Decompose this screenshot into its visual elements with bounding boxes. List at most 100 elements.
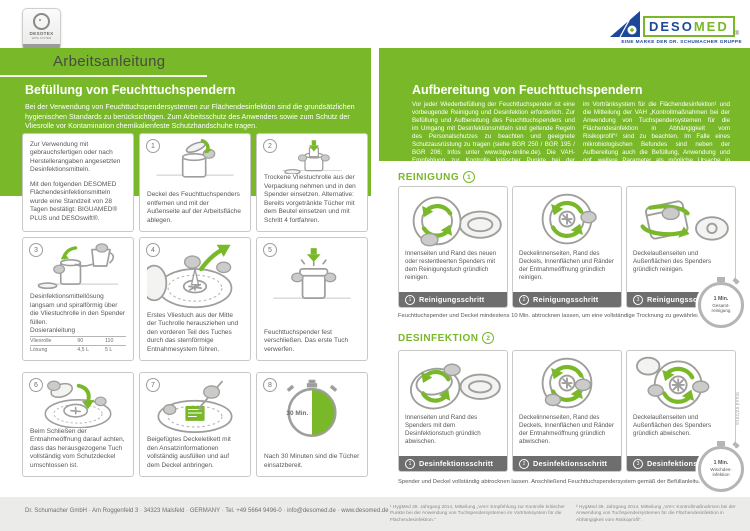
dosing-title: Dosieranleitung bbox=[30, 327, 76, 334]
dispenser-lid-icon bbox=[33, 13, 50, 30]
desinfektion-note: Spender und Deckel vollständig abtrockne… bbox=[398, 479, 729, 485]
step-card-1: 1 Deckel des Feuchttuchspenders entferne… bbox=[139, 133, 251, 232]
desinfektion-footer-1: 1 Desinfektionsschritt bbox=[399, 456, 507, 471]
intro-aufbereitung-col1: Vor jeder Wiederbefüllung der Feuchttuch… bbox=[412, 101, 575, 173]
illustration-disinfect-lid-inside bbox=[541, 357, 593, 409]
footer-number-icon: 3 bbox=[633, 294, 643, 305]
step-card-6: 6 Beim Schließen der Entnahmeöffnung dar… bbox=[22, 372, 134, 477]
step-caption-1: Deckel des Feuchttuchspenders entfernen … bbox=[147, 191, 241, 224]
step-card-5: 5 Feuchttuchspender fest verschließen. D… bbox=[256, 237, 368, 361]
note-p1: Zur Verwendung mit gebrauchsfertigen ode… bbox=[30, 141, 121, 174]
step-caption-7: Beigefügtes Deckeletikett mit den Ansatz… bbox=[147, 436, 231, 469]
step-card-2: 2 Trockene Vliestuchrolle aus der Verpac… bbox=[256, 133, 368, 232]
reinigung-card-2: Deckelinnenseiten, Rand des Deckels, Inn… bbox=[512, 186, 622, 308]
green-arrow-icon bbox=[76, 383, 91, 404]
rotate-arrow-icon bbox=[640, 224, 686, 237]
table-row: Lösung 4,5 L 5 L bbox=[30, 345, 126, 354]
step-number-8: 8 bbox=[263, 378, 277, 392]
reinigung-caption-1: Innenseiten und Rand des neuen oder rest… bbox=[405, 250, 497, 282]
illustration-clean-dispenser-inside bbox=[412, 196, 502, 247]
step-number-7: 7 bbox=[146, 378, 160, 392]
illustration-clean-lid-inside bbox=[541, 193, 597, 245]
section-title-befuellung: Befüllung von Feuchttuchspendern bbox=[25, 83, 236, 97]
title-underline bbox=[0, 75, 207, 77]
reinigung-card-3: Deckelaußenseiten und Außenflächen des S… bbox=[626, 186, 736, 308]
footer-number-icon: 2 bbox=[519, 458, 529, 469]
step-number-2: 2 bbox=[263, 139, 277, 153]
step-card-8: 8 30 Min. Nach 30 Minuten sind die Tüche… bbox=[256, 372, 368, 477]
note-p2: Mit den folgenden DESOMED Flächendesinfe… bbox=[30, 180, 118, 222]
heading-number-icon: 2 bbox=[482, 332, 495, 344]
illustration-disinfect-dispenser-outside bbox=[636, 356, 710, 410]
step-number-4: 4 bbox=[146, 243, 160, 257]
illustration-insert-roll bbox=[282, 140, 342, 175]
footer-number-icon: 1 bbox=[405, 458, 415, 469]
note-box: Zur Verwendung mit gebrauchsfertigen ode… bbox=[22, 133, 134, 232]
dosing-table: Vliesrolle 90 110 Lösung 4,5 L 5 L bbox=[30, 336, 126, 354]
illustration-clean-dispenser-outside bbox=[640, 200, 729, 241]
step-card-7: 7 Beigefügtes Deckeletikett mit den Ansa… bbox=[139, 372, 251, 477]
logo-tagline: EINE MARKE DER DR. SCHUMACHER GRUPPE bbox=[621, 39, 742, 44]
desinfektion-caption-1: Innenseiten und Rand des Spenders mit de… bbox=[405, 414, 481, 446]
reinigung-caption-2: Deckelinnenseiten, Rand des Deckels, Inn… bbox=[519, 250, 614, 282]
heading-desinfektion: DESINFEKTION 2 bbox=[398, 332, 495, 344]
timer-30-label: 30 Min. bbox=[286, 410, 308, 417]
illustration-disinfect-dispenser-inside bbox=[410, 363, 501, 410]
edition-code: Stand 02/2015 bbox=[735, 392, 740, 426]
illustration-fill-label bbox=[157, 380, 233, 434]
desinfektion-caption-2: Deckelinnenseiten, Rand des Deckels, Inn… bbox=[519, 414, 614, 446]
step-number-6: 6 bbox=[29, 378, 43, 392]
timer-badge-reinigung: 1 Min. Gesamt-reinigung bbox=[698, 277, 744, 328]
desinfektion-card-3: Deckelaußenseiten und Außenflächen des S… bbox=[626, 350, 736, 472]
desomed-logo: DESOMED ® EINE MARKE DER DR. SCHUMACHER … bbox=[610, 11, 742, 49]
heading-number-icon: 1 bbox=[463, 171, 476, 183]
desinfektion-caption-3: Deckelaußenseiten und Außenflächen des S… bbox=[633, 414, 712, 438]
reinigung-caption-3: Deckelaußenseiten und Außenflächen des S… bbox=[633, 250, 712, 274]
green-arrow-icon bbox=[310, 248, 317, 255]
reinigung-note: Feuchttuchspender und Deckel mindestens … bbox=[398, 313, 711, 319]
footnote-2: ² HygMed 39. Jahrgang 2014, Mitteilung „… bbox=[576, 505, 736, 523]
desotex-name: DESOTEX bbox=[29, 31, 54, 36]
desinfektion-card-1: Innenseiten und Rand des Spenders mit de… bbox=[398, 350, 508, 472]
company-address: Dr. Schumacher GmbH · Am Roggenfeld 3 · … bbox=[25, 508, 389, 514]
registered-mark: ® bbox=[734, 31, 740, 37]
desomed-wordmark: DESOMED bbox=[643, 16, 735, 37]
illustration-remove-lid bbox=[156, 139, 234, 178]
step-caption-4: Erstes Vliestuch aus der Mitte der Tuchr… bbox=[147, 311, 239, 353]
heading-reinigung: REINIGUNG 1 bbox=[398, 171, 476, 183]
illustration-pull-first-wipe bbox=[147, 244, 233, 309]
step-number-1: 1 bbox=[146, 139, 160, 153]
step-number-3: 3 bbox=[29, 243, 43, 257]
table-row: Vliesrolle 90 110 bbox=[30, 336, 126, 346]
green-band-right bbox=[379, 48, 750, 161]
intro-aufbereitung-col2: im Vortränksystem für die Flächendesinfe… bbox=[583, 101, 730, 173]
page-title: Arbeitsanleitung bbox=[53, 53, 166, 70]
timer-badge-desinfektion: 1 Min. Wischdes-infektion bbox=[698, 441, 744, 492]
intro-befuellung: Bei der Verwendung von Feuchttuchspender… bbox=[25, 102, 355, 131]
footnote-1: ¹ HygMed 39. Jahrgang 2014, Mitteilung „… bbox=[390, 505, 565, 523]
reinigung-card-1: Innenseiten und Rand des neuen oder rest… bbox=[398, 186, 508, 308]
illustration-close-opening bbox=[44, 380, 112, 428]
illustration-close-dispenser bbox=[273, 248, 351, 299]
step-card-4: 4 Erstes Vliestuch aus der Mitte der Tuc… bbox=[139, 237, 251, 361]
footer-number-icon: 3 bbox=[633, 458, 643, 469]
step-card-3: 3 Desinfektionsmittellösung langsam und … bbox=[22, 237, 134, 361]
step-caption-2: Trockene Vliestuchrolle aus der Verpacku… bbox=[264, 174, 356, 224]
step-caption-8: Nach 30 Minuten sind die Tücher einsatzb… bbox=[264, 453, 360, 469]
desotex-badge: DESOTEX WIPE SYSTEM bbox=[22, 8, 61, 51]
step-caption-5: Feuchttuchspender fest verschließen. Das… bbox=[264, 328, 349, 353]
green-arrow-icon bbox=[198, 247, 225, 272]
desotex-subline: WIPE SYSTEM bbox=[31, 36, 52, 40]
section-title-aufbereitung: Aufbereitung von Feuchttuchspendern bbox=[412, 83, 643, 97]
footer-strip bbox=[0, 497, 750, 531]
reinigung-footer-2: 2 Reinigungsschritt bbox=[513, 292, 621, 307]
step-caption-6: Beim Schließen der Entnahmeöffnung darau… bbox=[30, 427, 125, 469]
step-number-5: 5 bbox=[263, 243, 277, 257]
stopwatch-30min-icon: 30 Min. bbox=[286, 379, 338, 437]
desomed-triangle-icon bbox=[610, 11, 640, 37]
illustration-pour-solution bbox=[37, 243, 119, 289]
desinfektion-card-2: Deckelinnenseiten, Rand des Deckels, Inn… bbox=[512, 350, 622, 472]
desinfektion-footer-2: 2 Desinfektionsschritt bbox=[513, 456, 621, 471]
reinigung-footer-1: 1 Reinigungsschritt bbox=[399, 292, 507, 307]
